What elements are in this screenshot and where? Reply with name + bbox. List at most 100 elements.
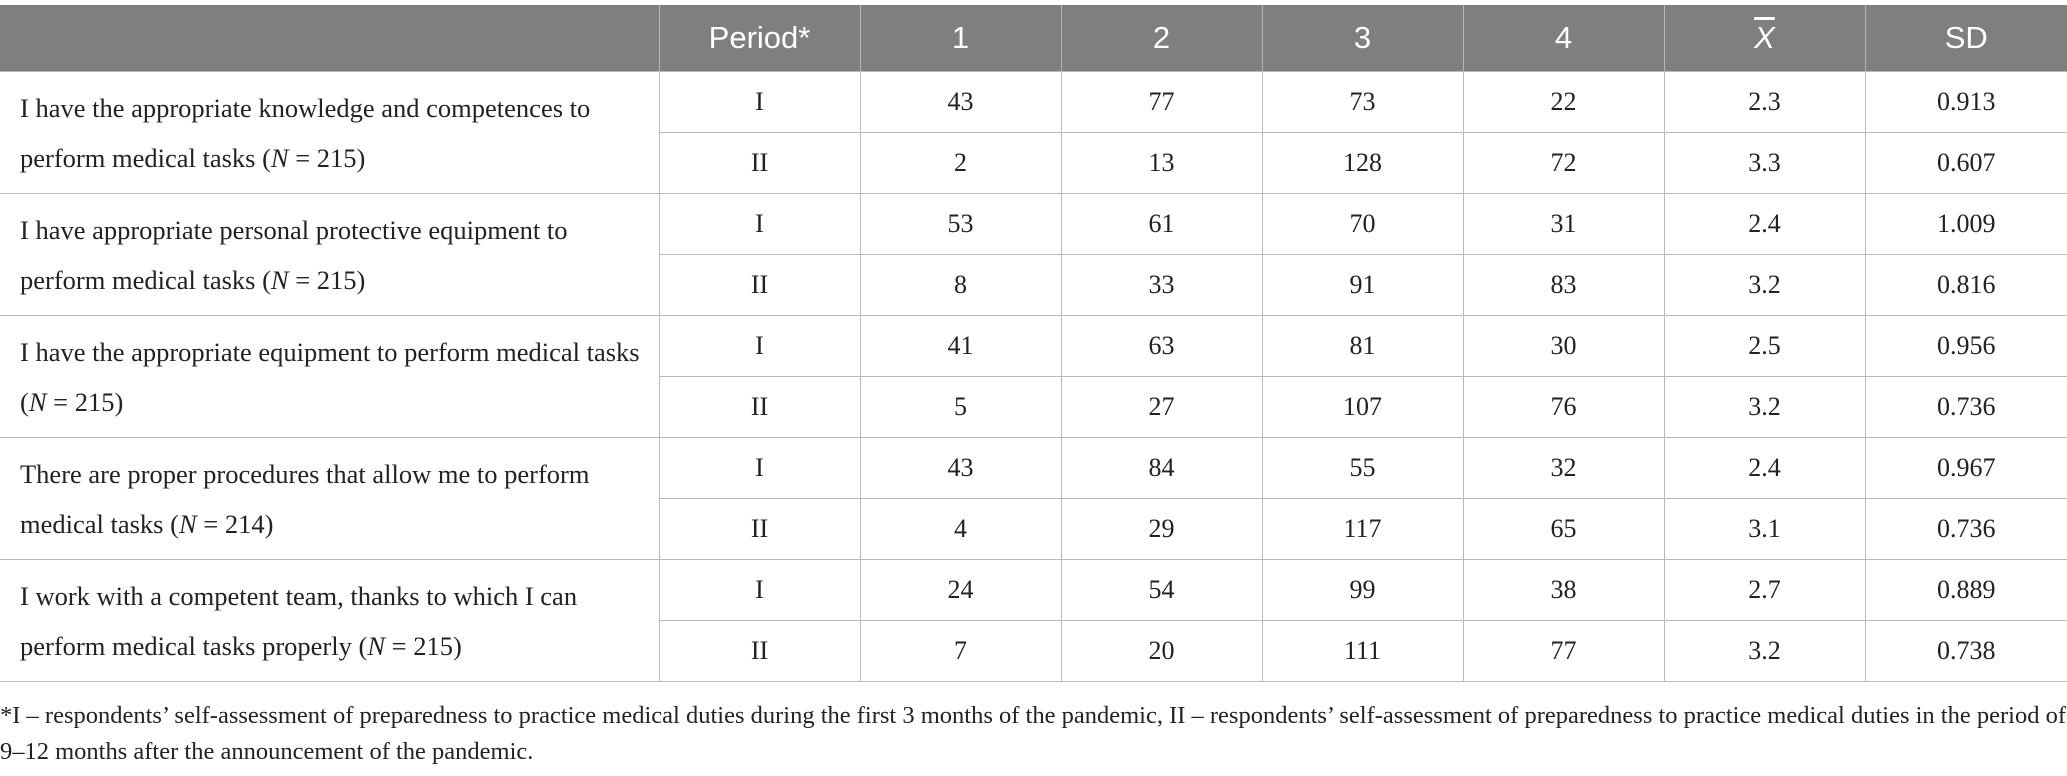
sample-size-label: N [178, 508, 197, 539]
sample-size-value: = 215) [288, 142, 366, 173]
mean-cell: 2.4 [1663, 437, 1866, 499]
sd-cell: 0.913 [1864, 71, 2067, 133]
score-3-cell: 117 [1261, 498, 1464, 560]
score-3-cell: 99 [1261, 559, 1464, 621]
score-1-cell: 5 [859, 376, 1062, 438]
question-text: I have the appropriate equipment to perf… [20, 336, 640, 417]
period-cell: II [659, 620, 861, 682]
table-row: I have appropriate personal protective e… [0, 193, 2067, 316]
question-cell: I have the appropriate equipment to perf… [0, 315, 660, 438]
question-text: I work with a competent team, thanks to … [20, 580, 578, 661]
header-score-2: 2 [1061, 5, 1263, 72]
score-2-cell: 29 [1060, 498, 1263, 560]
period-cell: I [658, 559, 861, 621]
score-4-cell: 83 [1462, 254, 1665, 316]
header-mean-symbol: X [1754, 20, 1775, 55]
table-header: Period* 1 2 3 4 X SD [0, 5, 2067, 72]
question-cell: I have the appropriate knowledge and com… [0, 71, 660, 194]
score-4-cell: 22 [1462, 71, 1665, 133]
header-sd: SD [1865, 5, 2067, 72]
score-2-cell: 33 [1060, 254, 1263, 316]
header-score-1: 1 [860, 5, 1062, 72]
score-1-cell: 43 [859, 71, 1062, 133]
mean-cell: 2.5 [1663, 315, 1866, 377]
score-4-cell: 77 [1462, 620, 1665, 682]
period-cell: II [659, 376, 861, 438]
score-3-cell: 55 [1261, 437, 1464, 499]
score-4-cell: 32 [1462, 437, 1665, 499]
mean-cell: 3.3 [1663, 132, 1866, 194]
sample-size-label: N [28, 386, 47, 417]
table-row: II 5 27 107 76 3.2 0.736 [0, 376, 2067, 438]
score-4-cell: 38 [1462, 559, 1665, 621]
question-text: I have appropriate personal protective e… [20, 214, 568, 295]
score-2-cell: 54 [1060, 559, 1263, 621]
mean-cell: 3.2 [1663, 620, 1866, 682]
table-row: I work with a competent team, thanks to … [0, 559, 2067, 682]
mean-cell: 3.1 [1663, 498, 1866, 560]
score-1-cell: 8 [859, 254, 1062, 316]
score-3-cell: 91 [1261, 254, 1464, 316]
score-1-cell: 53 [859, 193, 1062, 255]
score-2-cell: 63 [1060, 315, 1263, 377]
sd-cell: 0.889 [1864, 559, 2067, 621]
score-2-cell: 77 [1060, 71, 1263, 133]
mean-cell: 3.2 [1663, 254, 1866, 316]
period-cell: I [658, 71, 861, 133]
score-2-cell: 13 [1060, 132, 1263, 194]
sample-size-value: = 215) [385, 630, 462, 661]
question-cell: I have appropriate personal protective e… [0, 193, 660, 316]
sample-size-label: N [270, 264, 289, 295]
period-cell: II [659, 254, 861, 316]
sd-cell: 0.956 [1864, 315, 2067, 377]
period-cell: II [659, 498, 861, 560]
header-score-4: 4 [1463, 5, 1665, 72]
score-1-cell: 2 [859, 132, 1062, 194]
score-4-cell: 31 [1462, 193, 1665, 255]
header-mean: X [1664, 5, 1866, 72]
period-cell: I [658, 437, 861, 499]
score-3-cell: 107 [1261, 376, 1464, 438]
mean-cell: 2.3 [1663, 71, 1866, 133]
table-footnote: *I – respondents’ self-assessment of pre… [0, 702, 2066, 765]
sample-size-value: = 215) [288, 264, 366, 295]
table-row: II 4 29 117 65 3.1 0.736 [0, 498, 2067, 560]
score-3-cell: 73 [1261, 71, 1464, 133]
period-cell: II [659, 132, 861, 194]
question-text: I have the appropriate knowledge and com… [20, 92, 591, 173]
results-table: Period* 1 2 3 4 X SD I have the appropri… [0, 5, 2067, 682]
sample-size-value: = 215) [46, 386, 124, 417]
sd-cell: 0.738 [1864, 620, 2067, 682]
score-2-cell: 84 [1060, 437, 1263, 499]
sd-cell: 0.607 [1864, 132, 2067, 194]
score-3-cell: 70 [1261, 193, 1464, 255]
header-row: Period* 1 2 3 4 X SD [0, 5, 2067, 72]
header-period: Period* [659, 5, 861, 72]
table-row: II 7 20 111 77 3.2 0.738 [0, 620, 2067, 682]
table-row: There are proper procedures that allow m… [0, 437, 2067, 560]
score-4-cell: 72 [1462, 132, 1665, 194]
score-3-cell: 128 [1261, 132, 1464, 194]
sd-cell: 0.967 [1864, 437, 2067, 499]
score-2-cell: 20 [1060, 620, 1263, 682]
score-4-cell: 30 [1462, 315, 1665, 377]
sample-size-label: N [270, 142, 289, 173]
score-2-cell: 61 [1060, 193, 1263, 255]
sd-cell: 0.736 [1864, 376, 2067, 438]
question-text: There are proper procedures that allow m… [20, 458, 590, 539]
sample-size-label: N [367, 630, 386, 661]
score-1-cell: 41 [859, 315, 1062, 377]
score-1-cell: 7 [859, 620, 1062, 682]
table-row: I have the appropriate knowledge and com… [0, 71, 2067, 194]
mean-cell: 3.2 [1663, 376, 1866, 438]
question-cell: I work with a competent team, thanks to … [0, 559, 660, 682]
score-4-cell: 76 [1462, 376, 1665, 438]
score-1-cell: 4 [859, 498, 1062, 560]
table-row: I have the appropriate equipment to perf… [0, 315, 2067, 438]
score-2-cell: 27 [1060, 376, 1263, 438]
table-row: II 8 33 91 83 3.2 0.816 [0, 254, 2067, 316]
score-4-cell: 65 [1462, 498, 1665, 560]
score-1-cell: 24 [859, 559, 1062, 621]
mean-cell: 2.7 [1663, 559, 1866, 621]
